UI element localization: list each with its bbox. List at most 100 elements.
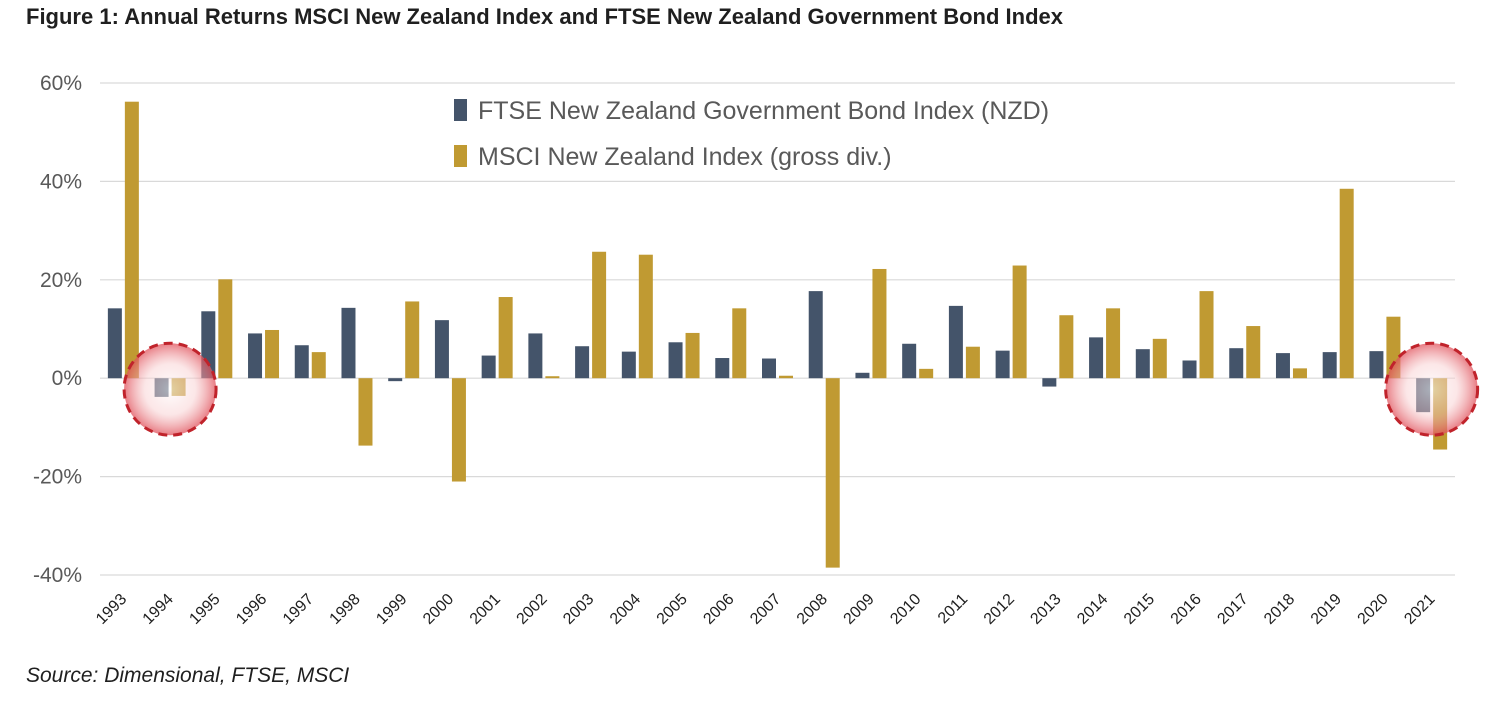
legend-swatch-equity	[454, 145, 467, 167]
bond-bar	[621, 351, 636, 379]
equity-bar	[498, 297, 513, 379]
equity-bar	[1292, 368, 1307, 379]
bond-bar	[1042, 378, 1057, 387]
x-tick-label: 2000	[420, 591, 457, 628]
x-tick-label: 1997	[280, 591, 317, 628]
bond-bar	[248, 333, 263, 379]
bond-bar	[1275, 353, 1290, 379]
bond-bar	[575, 346, 590, 379]
bond-bar	[1369, 351, 1384, 379]
bond-bar	[294, 345, 309, 379]
x-tick-label: 2010	[887, 591, 924, 628]
y-tick-label: 40%	[40, 170, 82, 193]
equity-bar	[265, 329, 280, 379]
x-tick-label: 2009	[841, 591, 878, 628]
equity-bar	[872, 268, 887, 379]
x-tick-label: 1999	[373, 591, 410, 628]
equity-bar	[311, 352, 326, 379]
legend-label-bond: FTSE New Zealand Government Bond Index (…	[478, 97, 1049, 125]
equity-bar	[685, 332, 700, 379]
x-tick-label: 2003	[560, 591, 597, 628]
bond-bar	[1322, 352, 1337, 379]
x-tick-label: 2015	[1121, 591, 1158, 628]
bond-bar	[528, 333, 543, 379]
y-tick-label: 60%	[40, 72, 82, 95]
x-tick-label: 1998	[327, 591, 364, 628]
bond-bar	[715, 358, 730, 379]
bond-bar	[388, 378, 403, 382]
highlight-circle	[122, 341, 218, 437]
figure-title: Figure 1: Annual Returns MSCI New Zealan…	[26, 4, 1063, 29]
bond-bar	[1182, 360, 1197, 379]
x-tick-label: 2016	[1168, 591, 1205, 628]
x-tick-label: 2005	[654, 591, 691, 628]
bond-bar	[995, 350, 1010, 379]
x-tick-label: 2004	[607, 591, 644, 628]
bond-bar	[341, 307, 356, 379]
bond-bar	[668, 342, 683, 379]
x-tick-label: 2007	[747, 591, 784, 628]
x-axis: 1993 1994 1995 1996 1997 1998 1999 2000 2001 2002…	[93, 591, 1439, 628]
y-tick-label: 0%	[52, 367, 82, 390]
legend: FTSE New Zealand Government Bond Index (…	[454, 97, 1049, 171]
x-tick-label: 2001	[467, 591, 504, 628]
bond-bar	[481, 355, 496, 379]
bond-bar	[1089, 337, 1104, 379]
equity-bar	[358, 378, 373, 446]
equity-bar	[218, 279, 233, 379]
bond-bar	[1135, 349, 1150, 379]
y-tick-label: 20%	[40, 269, 82, 292]
x-tick-label: 2008	[794, 591, 831, 628]
highlight-circle	[1384, 341, 1480, 437]
equity-bar	[825, 378, 840, 568]
y-tick-label: -20%	[33, 466, 82, 489]
equity-bar	[779, 375, 793, 379]
x-tick-label: 2020	[1355, 591, 1392, 628]
equity-bar	[919, 368, 934, 379]
bond-bar	[434, 320, 449, 379]
x-tick-label: 1996	[233, 591, 270, 628]
equity-bar	[1246, 326, 1261, 379]
equity-bar	[638, 254, 653, 379]
x-tick-label: 2006	[700, 591, 737, 628]
bond-bar	[808, 291, 823, 379]
equity-bar	[965, 346, 980, 379]
x-tick-label: 1994	[140, 591, 177, 628]
legend-swatch-bond	[454, 99, 467, 121]
bond-bar	[762, 358, 776, 379]
gridlines	[100, 82, 1455, 576]
equity-bar	[451, 378, 466, 482]
x-tick-label: 2013	[1027, 591, 1064, 628]
bond-bar	[1229, 348, 1244, 379]
x-tick-label: 2011	[935, 591, 971, 627]
x-tick-label: 2021	[1401, 591, 1438, 628]
bond-bar	[902, 343, 917, 379]
y-tick-label: -40%	[33, 564, 82, 587]
equity-bar	[405, 301, 420, 379]
highlight-annotations	[122, 341, 1480, 437]
bond-bar	[948, 305, 963, 379]
x-tick-label: 2018	[1261, 591, 1298, 628]
x-tick-label: 2014	[1074, 591, 1111, 628]
bond-bar	[107, 308, 122, 379]
equity-bar	[1152, 338, 1167, 379]
x-tick-label: 2002	[514, 591, 551, 628]
equity-bar	[1199, 291, 1214, 379]
equity-bar	[1339, 188, 1354, 379]
equity-bar	[1106, 308, 1121, 379]
equity-bar	[592, 251, 607, 379]
x-tick-label: 1995	[186, 591, 223, 628]
equity-bar	[545, 376, 560, 379]
legend-label-equity: MSCI New Zealand Index (gross div.)	[478, 143, 892, 171]
bars	[107, 101, 1448, 568]
equity-bar	[1059, 315, 1074, 379]
y-axis: 60% 40% 20% 0% -20% -40%	[33, 72, 82, 587]
x-tick-label: 2012	[981, 591, 1018, 628]
equity-bar	[124, 101, 139, 379]
x-tick-label: 2019	[1308, 591, 1345, 628]
equity-bar	[1012, 265, 1027, 379]
x-tick-label: 1993	[93, 591, 130, 628]
equity-bar	[732, 308, 747, 379]
source-note: Source: Dimensional, FTSE, MSCI	[26, 664, 350, 687]
